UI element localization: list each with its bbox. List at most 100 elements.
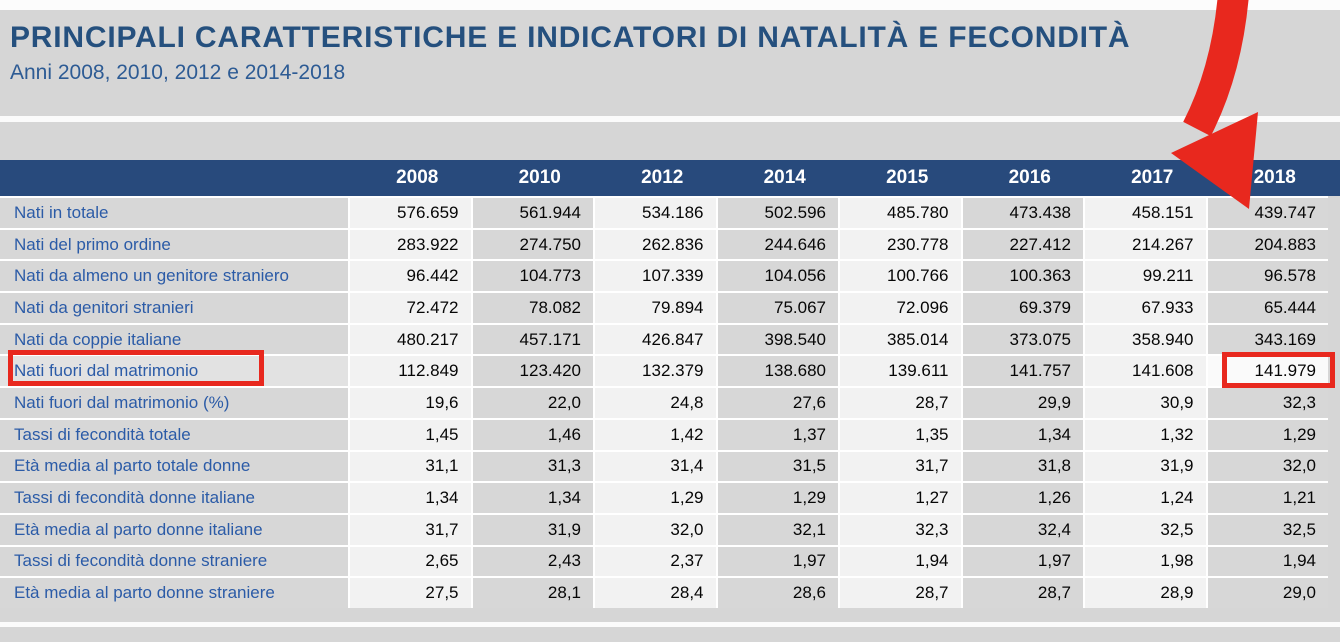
table-cell-2014: 398.540	[717, 324, 838, 355]
table-cell-2015: 72.096	[840, 293, 961, 323]
table-cell-2015: 1,35	[840, 419, 961, 450]
row-label: Età media al parto donne straniere	[0, 578, 348, 608]
table-cell-2015: 28,7	[840, 388, 961, 418]
table-cell-2008: 1,34	[350, 483, 471, 513]
row-label: Età media al parto totale donne	[0, 451, 348, 482]
highlight-box-row-label	[8, 350, 264, 386]
table-cell-2012: 24,8	[595, 388, 716, 418]
table-cell-2008: 27,5	[350, 578, 471, 608]
table-cell-2017: 67.933	[1085, 293, 1206, 323]
table-cell-2015: 31,7	[840, 451, 961, 482]
table-cell-2018: 65.444	[1207, 293, 1328, 323]
table-cell-2014: 502.596	[717, 198, 838, 228]
table-cell-2008: 96.442	[350, 261, 471, 292]
table-cell-2018: 29,0	[1207, 578, 1328, 608]
row-label: Tassi di fecondità donne straniere	[0, 546, 348, 577]
table-cell-2018: 343.169	[1207, 324, 1328, 355]
table-cell-2018: 1,94	[1207, 546, 1328, 577]
table-cell-2018: 32,5	[1207, 514, 1328, 545]
table-cell-2008: 31,7	[350, 514, 471, 545]
table-cell-2008: 72.472	[350, 293, 471, 323]
table-cell-2012: 1,42	[595, 419, 716, 450]
table-cell-2015: 28,7	[840, 578, 961, 608]
table-cell-2008: 19,6	[350, 388, 471, 418]
table-cell-2015: 32,3	[840, 514, 961, 545]
table-cell-2008: 2,65	[350, 546, 471, 577]
section-separator-top	[0, 116, 1340, 122]
table-cell-2010: 22,0	[472, 388, 593, 418]
table-cell-2017: 214.267	[1085, 229, 1206, 260]
table-cell-2017: 458.151	[1085, 198, 1206, 228]
table-cell-2016: 227.412	[962, 229, 1083, 260]
table-cell-2016: 141.757	[962, 356, 1083, 387]
table-cell-2015: 385.014	[840, 324, 961, 355]
table-cell-2015: 1,94	[840, 546, 961, 577]
table-cell-2018: 32,0	[1207, 451, 1328, 482]
table-cell-2010: 78.082	[472, 293, 593, 323]
table-cell-2008: 112.849	[350, 356, 471, 387]
column-header-2016: 2016	[1008, 167, 1051, 188]
table-cell-2015: 485.780	[840, 198, 961, 228]
document-header: PRINCIPALI CARATTERISTICHE E INDICATORI …	[10, 22, 1130, 85]
table-cell-2016: 373.075	[962, 324, 1083, 355]
column-header-2014: 2014	[763, 167, 806, 188]
table-cell-2008: 31,1	[350, 451, 471, 482]
table-cell-2015: 1,27	[840, 483, 961, 513]
row-label: Nati da almeno un genitore straniero	[0, 261, 348, 292]
table-cell-2016: 32,4	[962, 514, 1083, 545]
table-cell-2015: 100.766	[840, 261, 961, 292]
table-cell-2018: 141.979	[1207, 356, 1328, 387]
table-header-bar: 2008 2010 2012 2014 2015 2016 2017 2018	[0, 160, 1340, 196]
table-cell-2012: 107.339	[595, 261, 716, 292]
table-cell-2010: 274.750	[472, 229, 593, 260]
table-cell-2014: 31,5	[717, 451, 838, 482]
table-cell-2012: 2,37	[595, 546, 716, 577]
table-cell-2012: 28,4	[595, 578, 716, 608]
table-cell-2010: 2,43	[472, 546, 593, 577]
table-cell-2008: 480.217	[350, 324, 471, 355]
table-cell-2010: 104.773	[472, 261, 593, 292]
column-header-2008: 2008	[396, 167, 439, 188]
table-cell-2010: 28,1	[472, 578, 593, 608]
table-cell-2010: 457.171	[472, 324, 593, 355]
table-cell-2016: 1,97	[962, 546, 1083, 577]
table-body: Nati in totale 576.659 561.944 534.186 502.5…	[0, 196, 1328, 608]
table-cell-2014: 28,6	[717, 578, 838, 608]
table-cell-2012: 1,29	[595, 483, 716, 513]
table-cell-2015: 139.611	[840, 356, 961, 387]
column-header-2012: 2012	[641, 167, 684, 188]
row-label: Nati in totale	[0, 198, 348, 228]
table-cell-2010: 1,34	[472, 483, 593, 513]
table-cell-2017: 28,9	[1085, 578, 1206, 608]
statistics-table: 2008 2010 2012 2014 2015 2016 2017 2018 Nati in…	[0, 160, 1340, 608]
table-cell-2016: 31,8	[962, 451, 1083, 482]
table-cell-2010: 561.944	[472, 198, 593, 228]
table-cell-2012: 79.894	[595, 293, 716, 323]
table-cell-2018: 439.747	[1207, 198, 1328, 228]
table-cell-2014: 104.056	[717, 261, 838, 292]
table-cell-2014: 138.680	[717, 356, 838, 387]
table-cell-2008: 576.659	[350, 198, 471, 228]
table-cell-2014: 32,1	[717, 514, 838, 545]
table-cell-2012: 262.836	[595, 229, 716, 260]
table-cell-2018: 96.578	[1207, 261, 1328, 292]
top-white-strip	[0, 0, 1340, 10]
table-cell-2010: 31,3	[472, 451, 593, 482]
highlight-box-2018-value	[1222, 352, 1335, 388]
row-label: Nati da genitori stranieri	[0, 293, 348, 323]
row-label: Tassi di fecondità totale	[0, 419, 348, 450]
table-header-grid: 2008 2010 2012 2014 2015 2016 2017 2018	[0, 160, 1328, 196]
table-cell-2018: 204.883	[1207, 229, 1328, 260]
table-cell-2010: 1,46	[472, 419, 593, 450]
row-label: Nati fuori dal matrimonio (%)	[0, 388, 348, 418]
page-subtitle: Anni 2008, 2010, 2012 e 2014-2018	[10, 60, 346, 84]
table-cell-2014: 244.646	[717, 229, 838, 260]
row-label: Nati da coppie italiane	[0, 324, 348, 355]
table-cell-2017: 32,5	[1085, 514, 1206, 545]
table-cell-2014: 27,6	[717, 388, 838, 418]
table-cell-2017: 31,9	[1085, 451, 1206, 482]
table-cell-2012: 534.186	[595, 198, 716, 228]
table-cell-2014: 1,97	[717, 546, 838, 577]
table-cell-2010: 123.420	[472, 356, 593, 387]
row-label: Nati del primo ordine	[0, 229, 348, 260]
